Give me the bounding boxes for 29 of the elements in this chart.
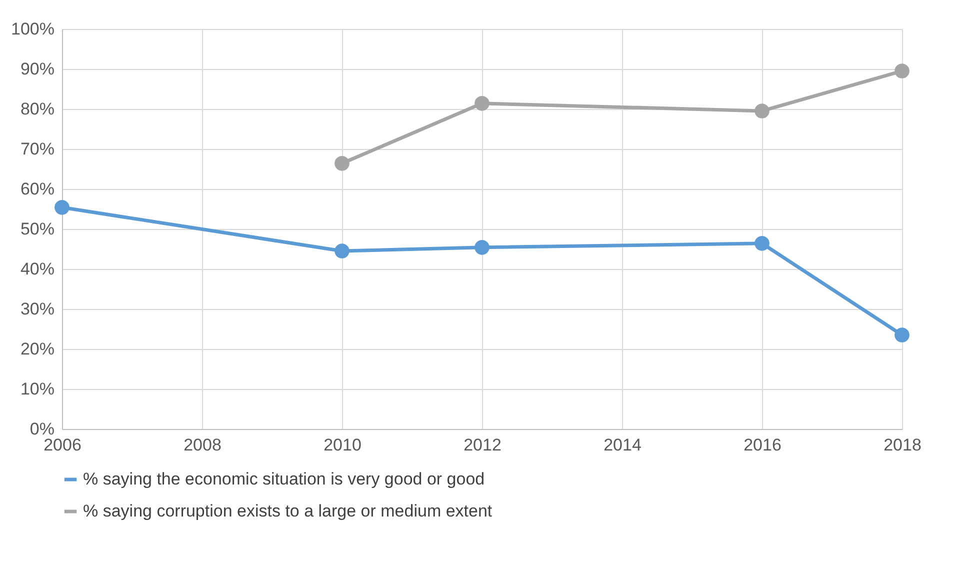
y-tick-label: 70% <box>20 140 54 158</box>
y-tick-label: 40% <box>20 260 54 278</box>
x-tick-label: 2018 <box>884 436 922 454</box>
y-tick-label: 80% <box>20 100 54 118</box>
point <box>754 104 770 118</box>
legend-label: % saying corruption exists to a large or medium extent <box>83 502 492 520</box>
x-tick-label: 2012 <box>464 436 502 454</box>
x-tick-label: 2006 <box>44 436 82 454</box>
y-tick-label: 30% <box>20 300 54 318</box>
y-tick-label: 90% <box>20 60 54 78</box>
y-tick-label: 100% <box>11 20 54 38</box>
point <box>894 64 910 78</box>
y-tick-label: 10% <box>20 380 54 398</box>
point <box>334 156 350 171</box>
x-tick-label: 2008 <box>184 436 222 454</box>
point <box>894 328 910 342</box>
x-tick-label: 2016 <box>744 436 782 454</box>
point <box>474 96 490 111</box>
point <box>474 240 490 255</box>
point <box>754 236 770 251</box>
point <box>54 200 70 215</box>
y-tick-label: 0% <box>30 420 54 438</box>
y-tick-label: 20% <box>20 340 54 358</box>
x-tick-label: 2010 <box>324 436 362 454</box>
y-tick-label: 50% <box>20 220 54 238</box>
x-tick-label: 2014 <box>604 436 642 454</box>
y-tick-label: 60% <box>20 180 54 198</box>
legend-label: % saying the economic situation is very good or good <box>83 470 485 488</box>
point <box>334 244 350 258</box>
